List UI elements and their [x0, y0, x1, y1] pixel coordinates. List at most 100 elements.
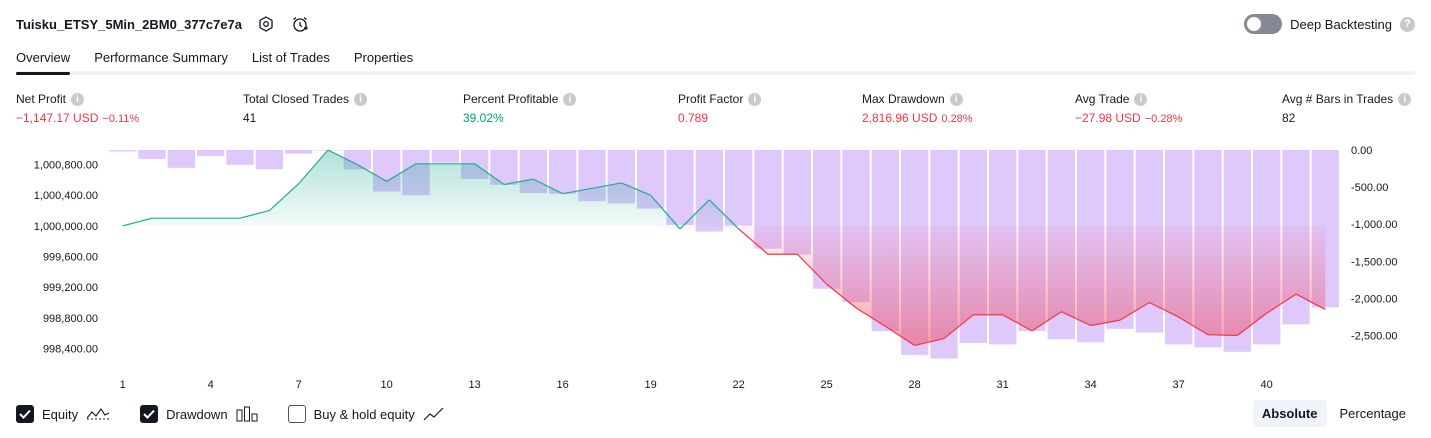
equity-line-segment: [122, 217, 153, 227]
x-axis-tick: 16: [557, 379, 569, 391]
right-axis-tick: -1,000.00: [1351, 219, 1397, 231]
equity-checkbox[interactable]: [16, 405, 34, 423]
info-icon[interactable]: i: [354, 92, 368, 106]
equity-line-segment: [826, 283, 857, 309]
metric-value: 82: [1282, 111, 1296, 125]
drawdown-bar: [255, 150, 283, 170]
metric-net-profit: Net Profit i −1,147.17 USD −0.11%: [16, 92, 139, 125]
metric-label: Max Drawdown: [862, 92, 945, 106]
metric-percent: 0.28%: [941, 113, 973, 125]
drawdown-bars-icon: [236, 406, 258, 422]
info-icon[interactable]: i: [1134, 92, 1148, 106]
buy-hold-line-icon: [423, 407, 444, 421]
legend-equity[interactable]: Equity: [16, 405, 110, 423]
legend-equity-label: Equity: [42, 406, 79, 422]
legend-buy-hold-label: Buy & hold equity: [313, 406, 415, 422]
metric-value: 41: [243, 111, 257, 125]
help-icon[interactable]: ?: [1400, 16, 1415, 32]
alarm-clock-icon[interactable]: [290, 14, 310, 34]
equity-line-segment: [474, 163, 505, 185]
equity-line-segment: [239, 209, 270, 219]
drawdown-bar: [725, 150, 753, 226]
x-axis-tick: 1: [120, 379, 126, 391]
equity-profit-area: [122, 150, 1326, 226]
equity-line-segment: [885, 325, 915, 346]
equity-line-segment: [503, 178, 534, 186]
absolute-button[interactable]: Absolute: [1252, 400, 1327, 427]
equity-line-segment: [1002, 314, 1033, 332]
legend-drawdown[interactable]: Drawdown: [140, 405, 258, 423]
x-axis-tick: 4: [208, 379, 214, 391]
buy-hold-checkbox[interactable]: [287, 405, 306, 423]
equity-line-segment: [1236, 312, 1268, 336]
equity-line-segment: [943, 314, 974, 340]
equity-line-segment: [1119, 302, 1150, 321]
right-axis-tick: 0.00: [1351, 145, 1372, 157]
metric-total-closed-trades: Total Closed Trades i 41: [243, 92, 368, 125]
x-axis-tick: 13: [469, 379, 481, 391]
x-axis-tick: 25: [821, 379, 833, 391]
equity-line-icon: [86, 408, 110, 420]
metric-max-drawdown: Max Drawdown i 2,816.96 USD 0.28%: [862, 92, 973, 125]
equity-drawdown-chart[interactable]: 1,000,800.00 1,000,400.00 1,000,000.00 999,…: [0, 140, 1431, 395]
drawdown-bar: [431, 150, 459, 163]
equity-line-segment: [562, 187, 593, 195]
drawdown-bar: [197, 150, 225, 156]
metric-value: 2,816.96 USD: [862, 111, 938, 125]
equity-line-segment: [1295, 293, 1326, 310]
percentage-button[interactable]: Percentage: [1339, 406, 1407, 421]
info-icon[interactable]: i: [71, 92, 85, 106]
report-header: Tuisku_ETSY_5Min_2BM0_377c7e7a Deep Back…: [16, 10, 1415, 38]
tab-properties[interactable]: Properties: [353, 50, 414, 65]
left-axis-tick: 999,200.00: [43, 282, 98, 294]
legend-buy-hold[interactable]: Buy & hold equity: [287, 405, 445, 423]
equity-line-segment: [679, 199, 710, 230]
equity-line-segment: [357, 164, 387, 182]
equity-line-segment: [650, 194, 681, 230]
info-icon[interactable]: i: [949, 92, 963, 106]
drawdown-bar: [167, 150, 195, 168]
settings-icon[interactable]: [256, 14, 276, 34]
drawdown-bar: [285, 150, 313, 154]
metric-label: Total Closed Trades: [243, 92, 350, 106]
info-icon[interactable]: i: [1398, 92, 1412, 106]
metric-value: 0.789: [678, 111, 709, 125]
drawdown-bar: [226, 150, 254, 165]
left-axis-tick: 1,000,800.00: [34, 160, 98, 172]
left-axis-tick: 998,800.00: [43, 313, 98, 325]
x-axis-tick: 22: [733, 379, 745, 391]
metric-percent-profitable: Percent Profitable i 39.02%: [463, 92, 577, 125]
right-axis-tick: -1,500.00: [1351, 256, 1397, 268]
equity-line-segment: [268, 183, 300, 211]
equity-line-segment: [1031, 311, 1062, 332]
right-axis-tick: -500.00: [1351, 182, 1388, 194]
x-axis-tick: 34: [1085, 379, 1097, 391]
tab-performance-summary[interactable]: Performance Summary: [94, 50, 228, 65]
metric-percent: −0.11%: [102, 113, 140, 125]
equity-line-segment: [1178, 316, 1209, 336]
x-axis-tick: 31: [997, 379, 1009, 391]
metric-label: Avg Trade: [1075, 92, 1130, 106]
metric-value: −27.98 USD: [1075, 111, 1141, 125]
x-axis-tick: 28: [909, 379, 921, 391]
tab-overview[interactable]: Overview: [16, 44, 71, 75]
metric-profit-factor: Profit Factor i 0.789: [678, 92, 762, 125]
equity-line-segment: [1266, 293, 1297, 314]
equity-line-segment: [708, 199, 740, 230]
scale-mode-switch: Absolute Percentage: [1252, 400, 1415, 427]
drawdown-checkbox[interactable]: [140, 405, 159, 423]
deep-backtesting-toggle[interactable]: [1244, 14, 1283, 34]
equity-line-segment: [591, 182, 622, 189]
info-icon[interactable]: i: [748, 92, 762, 106]
equity-line-segment: [738, 228, 769, 255]
tab-list-of-trades[interactable]: List of Trades: [251, 50, 330, 65]
metric-value: −1,147.17 USD: [16, 111, 99, 125]
equity-line-segment: [386, 163, 417, 182]
left-axis-tick: 1,000,000.00: [34, 221, 98, 233]
info-icon[interactable]: i: [563, 92, 577, 106]
chart-legend: Equity Drawdown Buy & hold equity: [16, 402, 475, 426]
metric-label: Profit Factor: [678, 92, 744, 106]
equity-line-segment: [796, 253, 828, 285]
left-axis-tick: 998,400.00: [43, 344, 98, 356]
x-axis-tick: 40: [1261, 379, 1273, 391]
